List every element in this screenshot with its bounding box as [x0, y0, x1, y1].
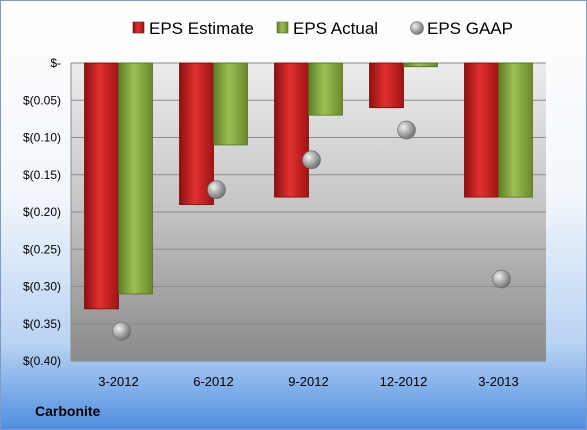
legend-label: EPS GAAP: [427, 19, 513, 38]
y-tick-label: $(0.15): [23, 168, 61, 182]
x-tick-label: 9-2012: [288, 374, 328, 389]
y-tick-label: $(0.25): [23, 242, 61, 256]
estimate-bar: [464, 62, 499, 198]
gaap-point: [492, 269, 511, 289]
actual-bar: [118, 62, 153, 295]
y-tick-label: $(0.10): [23, 131, 61, 145]
y-axis: $- $(0.05) $(0.10) $(0.15) $(0.20) $(0.25) $(0…: [23, 56, 61, 368]
x-tick-label: 3-2013: [478, 374, 518, 389]
x-tick-label: 6-2012: [193, 374, 233, 389]
legend-label: EPS Estimate: [149, 19, 254, 38]
legend-label: EPS Actual: [293, 19, 378, 38]
gaap-point: [397, 120, 416, 140]
gaap-point: [112, 321, 131, 341]
estimate-bar: [369, 62, 404, 109]
legend-swatch: [410, 21, 424, 35]
legend-swatch: [132, 21, 145, 34]
estimate-bar: [274, 62, 309, 198]
gaap-point: [302, 150, 321, 170]
bars: [84, 62, 533, 310]
gaap-points: [112, 120, 511, 341]
x-axis: 3-2012 6-2012 9-2012 12-2012 3-2013: [98, 374, 518, 389]
actual-bar: [213, 62, 248, 146]
y-tick-label: $-: [50, 56, 61, 70]
company-label: Carbonite: [35, 403, 101, 419]
y-tick-label: $(0.40): [23, 354, 61, 368]
legend-swatch: [276, 21, 289, 34]
legend: EPS Estimate EPS Actual EPS GAAP: [132, 19, 513, 38]
actual-bar: [403, 62, 438, 68]
y-tick-label: $(0.30): [23, 280, 61, 294]
gaap-point: [207, 180, 226, 199]
estimate-bar: [84, 62, 119, 310]
estimate-bar: [179, 62, 214, 205]
x-tick-label: 12-2012: [380, 374, 428, 389]
actual-bar: [308, 62, 343, 116]
y-tick-label: $(0.05): [23, 93, 61, 107]
x-tick-label: 3-2012: [98, 374, 138, 389]
actual-bar: [498, 62, 533, 198]
y-tick-label: $(0.20): [23, 205, 61, 219]
y-tick-label: $(0.35): [23, 317, 61, 331]
